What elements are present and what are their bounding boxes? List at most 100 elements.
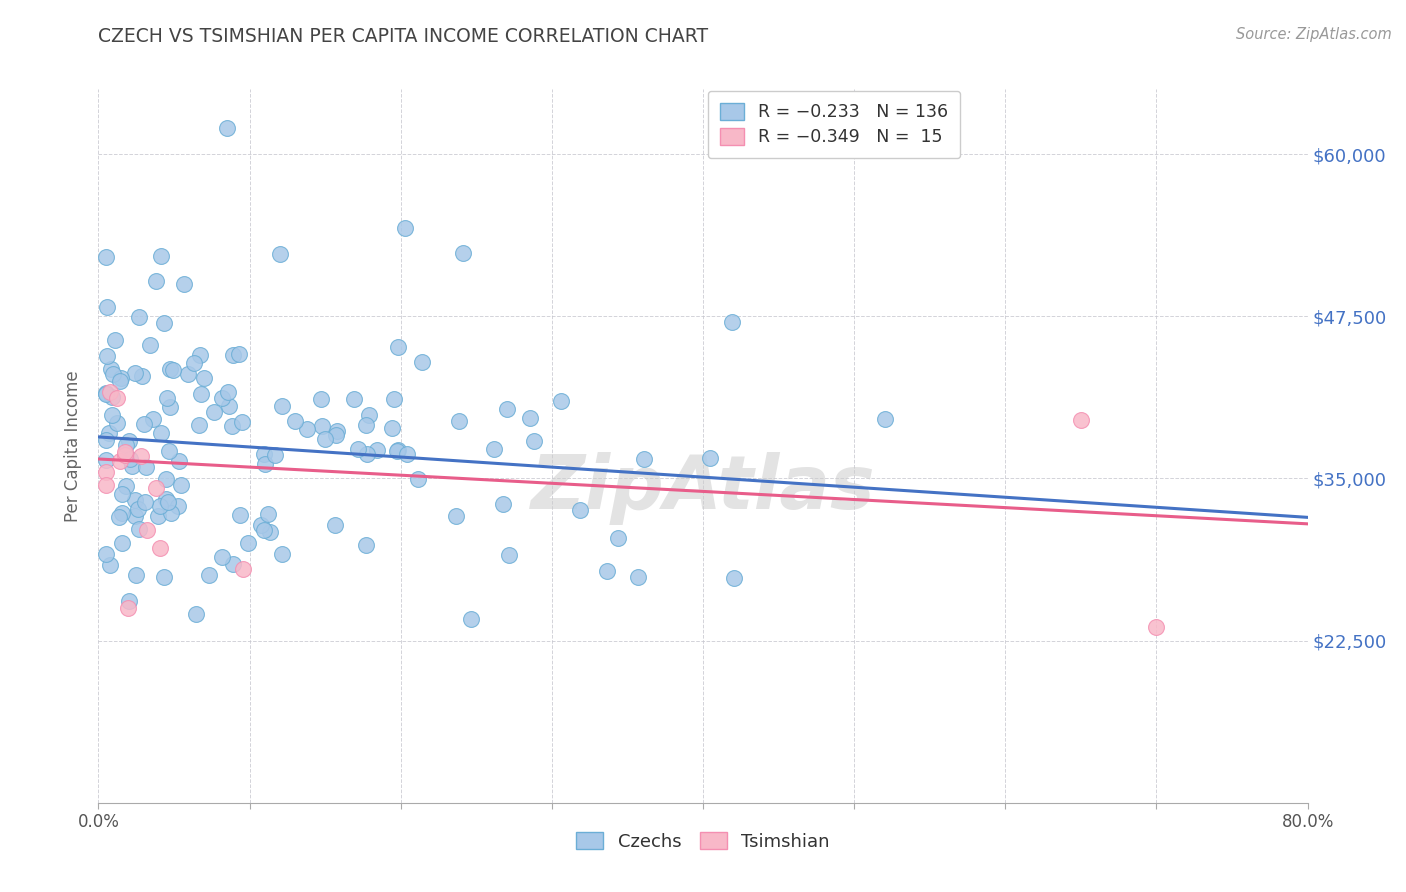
Point bbox=[444, 508, 467, 523]
Point bbox=[98, 425, 121, 440]
Point bbox=[550, 394, 572, 409]
Point bbox=[105, 391, 128, 405]
Point bbox=[343, 392, 366, 406]
Point bbox=[217, 121, 239, 136]
Point bbox=[157, 444, 180, 458]
Point bbox=[309, 392, 332, 406]
Point bbox=[117, 601, 139, 615]
Point bbox=[381, 420, 404, 434]
Point bbox=[354, 538, 377, 552]
Point bbox=[110, 506, 132, 520]
Point bbox=[94, 478, 117, 492]
Point bbox=[98, 558, 121, 573]
Point bbox=[271, 399, 294, 413]
Point bbox=[873, 412, 896, 426]
Point bbox=[101, 408, 124, 422]
Text: CZECH VS TSIMSHIAN PER CAPITA INCOME CORRELATION CHART: CZECH VS TSIMSHIAN PER CAPITA INCOME COR… bbox=[98, 27, 709, 45]
Point bbox=[115, 438, 138, 452]
Point bbox=[596, 564, 619, 578]
Point bbox=[124, 492, 146, 507]
Point bbox=[127, 501, 149, 516]
Point bbox=[568, 503, 591, 517]
Point bbox=[186, 607, 208, 622]
Text: ZipAtlas: ZipAtlas bbox=[530, 452, 876, 525]
Point bbox=[134, 494, 156, 508]
Point bbox=[314, 432, 336, 446]
Point bbox=[183, 356, 205, 370]
Point bbox=[253, 523, 276, 537]
Point bbox=[387, 340, 409, 354]
Point bbox=[145, 274, 167, 288]
Point bbox=[114, 448, 136, 462]
Point bbox=[366, 442, 388, 457]
Point bbox=[606, 531, 628, 545]
Point bbox=[253, 447, 276, 461]
Point bbox=[156, 495, 179, 509]
Point bbox=[284, 414, 307, 428]
Point bbox=[264, 448, 287, 462]
Point bbox=[721, 315, 744, 329]
Y-axis label: Per Capita Income: Per Capita Income bbox=[65, 370, 83, 522]
Point bbox=[94, 465, 117, 479]
Point bbox=[124, 509, 146, 524]
Point bbox=[633, 451, 655, 466]
Point bbox=[114, 479, 136, 493]
Point bbox=[155, 491, 177, 506]
Point bbox=[96, 349, 118, 363]
Point bbox=[202, 405, 225, 419]
Point bbox=[153, 570, 176, 584]
Point bbox=[121, 459, 143, 474]
Point bbox=[148, 508, 170, 523]
Point bbox=[269, 247, 291, 261]
Point bbox=[394, 220, 416, 235]
Point bbox=[326, 424, 349, 438]
Point bbox=[354, 417, 377, 432]
Point bbox=[94, 434, 117, 448]
Point bbox=[96, 300, 118, 314]
Point bbox=[104, 334, 127, 348]
Point bbox=[170, 478, 193, 492]
Point bbox=[153, 316, 176, 330]
Point bbox=[94, 387, 117, 401]
Point bbox=[167, 454, 190, 468]
Point bbox=[221, 419, 243, 434]
Point bbox=[94, 452, 117, 467]
Point bbox=[110, 454, 132, 468]
Point bbox=[408, 472, 430, 486]
Point bbox=[94, 250, 117, 264]
Point bbox=[188, 418, 211, 433]
Point bbox=[387, 444, 409, 458]
Point bbox=[229, 508, 252, 523]
Point bbox=[188, 348, 211, 362]
Point bbox=[128, 310, 150, 324]
Point bbox=[94, 547, 117, 561]
Point bbox=[131, 449, 153, 463]
Point bbox=[173, 277, 195, 291]
Point bbox=[211, 549, 233, 564]
Point bbox=[325, 427, 347, 442]
Point bbox=[100, 362, 122, 376]
Point bbox=[297, 422, 319, 436]
Point bbox=[1144, 620, 1167, 634]
Point bbox=[523, 434, 546, 448]
Point bbox=[699, 451, 721, 466]
Point bbox=[451, 246, 474, 260]
Point bbox=[162, 363, 184, 377]
Point bbox=[519, 410, 541, 425]
Point bbox=[118, 594, 141, 608]
Point bbox=[357, 408, 380, 422]
Point bbox=[498, 548, 520, 562]
Point bbox=[125, 568, 148, 582]
Point bbox=[159, 400, 181, 414]
Point bbox=[484, 442, 506, 456]
Point bbox=[1070, 413, 1092, 427]
Point bbox=[232, 562, 254, 576]
Point bbox=[231, 415, 253, 429]
Point bbox=[145, 481, 167, 495]
Text: Source: ZipAtlas.com: Source: ZipAtlas.com bbox=[1236, 27, 1392, 42]
Point bbox=[111, 536, 134, 550]
Point bbox=[101, 390, 124, 404]
Point bbox=[120, 452, 142, 467]
Point bbox=[496, 401, 519, 416]
Point bbox=[176, 367, 198, 381]
